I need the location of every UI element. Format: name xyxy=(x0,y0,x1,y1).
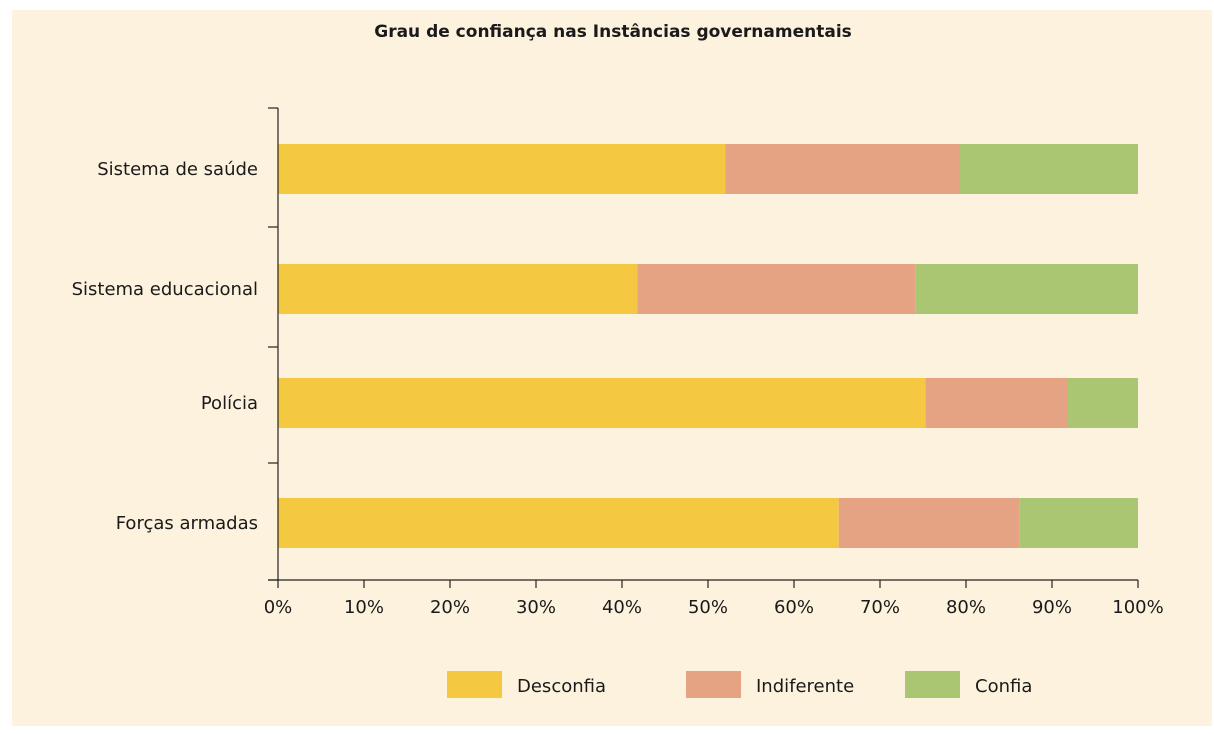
legend-label-indiferente: Indiferente xyxy=(756,676,854,697)
bar-indiferente-3 xyxy=(925,378,1068,428)
legend-label-desconfia: Desconfia xyxy=(517,676,606,697)
legend-swatch-confia xyxy=(905,671,960,698)
chart-panel xyxy=(12,10,1212,726)
bar-indiferente-4 xyxy=(838,498,1020,548)
bar-confia-4 xyxy=(1019,498,1138,548)
x-tick-label: 70% xyxy=(860,597,900,618)
x-tick-label: 80% xyxy=(946,597,986,618)
bar-desconfia-1 xyxy=(278,144,726,194)
bar-confia-3 xyxy=(1067,378,1138,428)
x-tick-label: 50% xyxy=(688,597,728,618)
x-tick-label: 90% xyxy=(1032,597,1072,618)
bar-desconfia-4 xyxy=(278,498,839,548)
chart-title: Grau de confiança nas Instâncias governa… xyxy=(374,22,852,42)
bar-confia-1 xyxy=(959,144,1138,194)
bar-desconfia-2 xyxy=(278,264,638,314)
x-tick-label: 60% xyxy=(774,597,814,618)
bar-indiferente-2 xyxy=(637,264,916,314)
category-label: Sistema educacional xyxy=(72,279,258,300)
x-tick-label: 40% xyxy=(602,597,642,618)
x-tick-label: 0% xyxy=(264,597,293,618)
x-tick-label: 20% xyxy=(430,597,470,618)
bar-desconfia-3 xyxy=(278,378,926,428)
x-tick-label: 100% xyxy=(1112,597,1163,618)
bar-indiferente-1 xyxy=(725,144,960,194)
legend-swatch-indiferente xyxy=(686,671,741,698)
category-label: Forças armadas xyxy=(116,513,258,534)
x-tick-label: 30% xyxy=(516,597,556,618)
legend-label-confia: Confia xyxy=(975,676,1032,697)
legend-swatch-desconfia xyxy=(447,671,502,698)
category-label: Sistema de saúde xyxy=(97,159,258,180)
bar-confia-2 xyxy=(915,264,1138,314)
category-label: Polícia xyxy=(201,393,258,414)
x-tick-label: 10% xyxy=(344,597,384,618)
